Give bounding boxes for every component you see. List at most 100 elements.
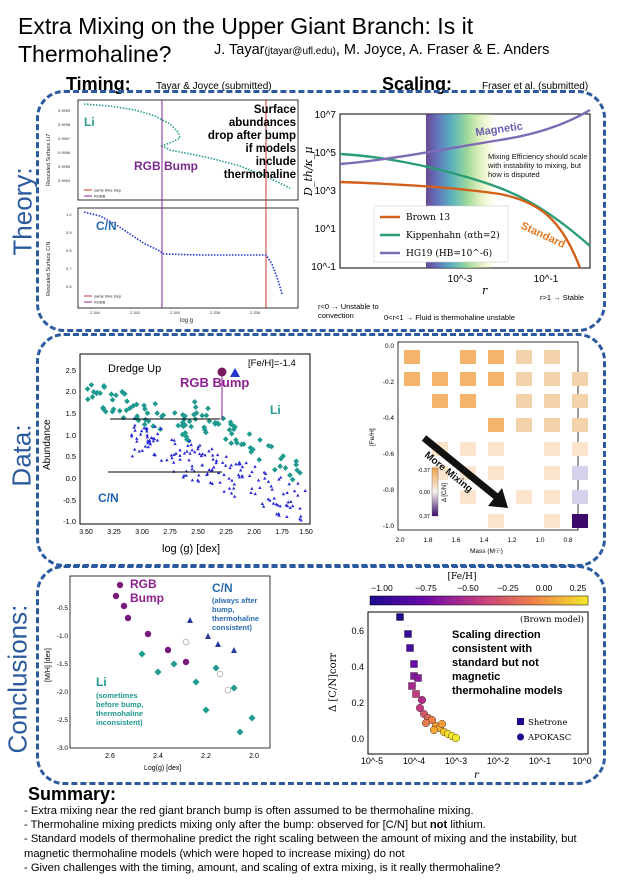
cn-point bbox=[172, 460, 176, 464]
svg-text:2.4: 2.4 bbox=[153, 753, 163, 760]
grid-cell bbox=[544, 514, 560, 528]
svg-text:3.50: 3.50 bbox=[79, 529, 93, 536]
grid-cell bbox=[516, 350, 532, 364]
cn-point bbox=[203, 453, 207, 457]
cn-point bbox=[228, 466, 232, 470]
brown-curve bbox=[339, 180, 582, 269]
grid-cell bbox=[572, 442, 588, 456]
cn-point bbox=[208, 481, 213, 485]
svg-text:0.9: 0.9 bbox=[66, 230, 72, 235]
theory-panel bbox=[36, 90, 606, 332]
data-row-label: Data: bbox=[6, 424, 37, 487]
timing-top-axes bbox=[77, 99, 299, 201]
grid-cell bbox=[544, 372, 560, 386]
concl-li-label: Li bbox=[96, 675, 107, 689]
cn-point bbox=[153, 424, 157, 428]
metallicity-logg-plot: -0.5 -1.0 -1.5 -2.0 -2.5 -3.0 2.6 2.4 2.… bbox=[45, 575, 271, 772]
li-point bbox=[182, 430, 189, 436]
concl-point bbox=[230, 684, 238, 692]
cn-point bbox=[149, 436, 154, 440]
svg-text:before bump,: before bump, bbox=[96, 700, 144, 709]
grid-cells bbox=[404, 350, 588, 528]
li-point bbox=[257, 437, 263, 443]
concl-right-point bbox=[421, 718, 430, 727]
svg-text:2.0: 2.0 bbox=[66, 387, 76, 396]
grid-cell bbox=[404, 372, 420, 386]
cn-point bbox=[258, 485, 262, 489]
svg-text:0.37: 0.37 bbox=[419, 514, 430, 520]
cn-point bbox=[260, 502, 265, 506]
cn-point bbox=[231, 486, 236, 490]
svg-text:2.50: 2.50 bbox=[191, 529, 205, 536]
svg-text:2.342: 2.342 bbox=[130, 310, 141, 315]
concl-point bbox=[212, 664, 220, 672]
cn-point bbox=[285, 514, 289, 518]
cn-point bbox=[197, 473, 201, 477]
svg-text:0.9999: 0.9999 bbox=[58, 108, 71, 113]
svg-text:0.9994: 0.9994 bbox=[58, 178, 71, 183]
svg-text:10^-4: 10^-4 bbox=[403, 756, 425, 766]
cn-point bbox=[133, 423, 137, 427]
li-point bbox=[246, 431, 253, 437]
cn-point bbox=[223, 463, 228, 467]
cn-point bbox=[148, 440, 152, 444]
cn-point bbox=[281, 492, 286, 496]
concl-right-point bbox=[408, 682, 416, 690]
cn-point bbox=[198, 443, 202, 447]
cn-point bbox=[138, 432, 143, 436]
cn-point bbox=[165, 458, 169, 462]
concl-right-point bbox=[451, 733, 460, 742]
li-points bbox=[84, 382, 303, 483]
r-thermohaline-note: 0<r<1 → Fluid is thermohaline unstable bbox=[384, 313, 515, 322]
cn-point bbox=[237, 475, 242, 479]
cn-point bbox=[256, 478, 261, 482]
cn-point bbox=[193, 450, 197, 454]
concl-point bbox=[205, 633, 211, 639]
cn-point bbox=[207, 467, 211, 471]
cn-point bbox=[190, 478, 195, 482]
concl-point bbox=[215, 641, 221, 647]
li-point bbox=[247, 444, 254, 451]
legend-kippenhahn: Kippenhahn (αth=2) bbox=[406, 230, 500, 241]
svg-text:magnetic: magnetic bbox=[452, 671, 500, 683]
svg-text:inconsistent): inconsistent) bbox=[96, 718, 143, 727]
svg-text:(always after: (always after bbox=[212, 596, 258, 605]
grid-cell bbox=[516, 372, 532, 386]
cn-point bbox=[299, 518, 303, 522]
grid-cell bbox=[488, 372, 504, 386]
cn-point bbox=[189, 442, 193, 446]
cn-point bbox=[147, 438, 152, 442]
cn-point bbox=[234, 462, 238, 466]
concl-point bbox=[231, 647, 237, 653]
concl-point bbox=[120, 602, 128, 610]
concl-point bbox=[144, 630, 152, 638]
cn-point bbox=[249, 491, 253, 495]
author-email: (jtayar@ufl.edu) bbox=[264, 46, 336, 57]
summary-text: - Extra mixing near the red giant branch… bbox=[24, 804, 624, 875]
grid-cell bbox=[488, 442, 504, 456]
svg-text:0.0: 0.0 bbox=[66, 474, 76, 483]
svg-text:−1.00: −1.00 bbox=[371, 583, 393, 593]
timing-bump-label: RGB Bump bbox=[134, 159, 198, 173]
grid-cell bbox=[460, 490, 476, 504]
svg-text:0.8: 0.8 bbox=[66, 248, 72, 253]
concl-point bbox=[236, 728, 244, 736]
grid-cell bbox=[572, 514, 588, 528]
cn-point bbox=[285, 490, 289, 494]
li-point bbox=[133, 401, 140, 408]
scaling-heading: Scaling: bbox=[382, 74, 453, 94]
svg-text:-0.4: -0.4 bbox=[383, 415, 395, 422]
svg-text:if models: if models bbox=[246, 143, 296, 155]
svg-text:Surface: Surface bbox=[254, 104, 296, 116]
svg-text:abundances: abundances bbox=[229, 117, 296, 129]
svg-text:-3.0: -3.0 bbox=[57, 745, 69, 752]
svg-text:thermohaline models: thermohaline models bbox=[452, 685, 563, 697]
conclusions-panel bbox=[36, 565, 606, 785]
abundance-xlabel: log (g) [dex] bbox=[162, 543, 220, 555]
svg-text:-0.5: -0.5 bbox=[63, 496, 76, 505]
svg-text:consistent): consistent) bbox=[212, 623, 253, 632]
concl-cn-label: C/N bbox=[212, 581, 233, 595]
cn-point bbox=[145, 435, 150, 439]
concl-left-xlabel: Log(g) [dex] bbox=[144, 765, 181, 772]
svg-text:0.6: 0.6 bbox=[351, 626, 364, 636]
